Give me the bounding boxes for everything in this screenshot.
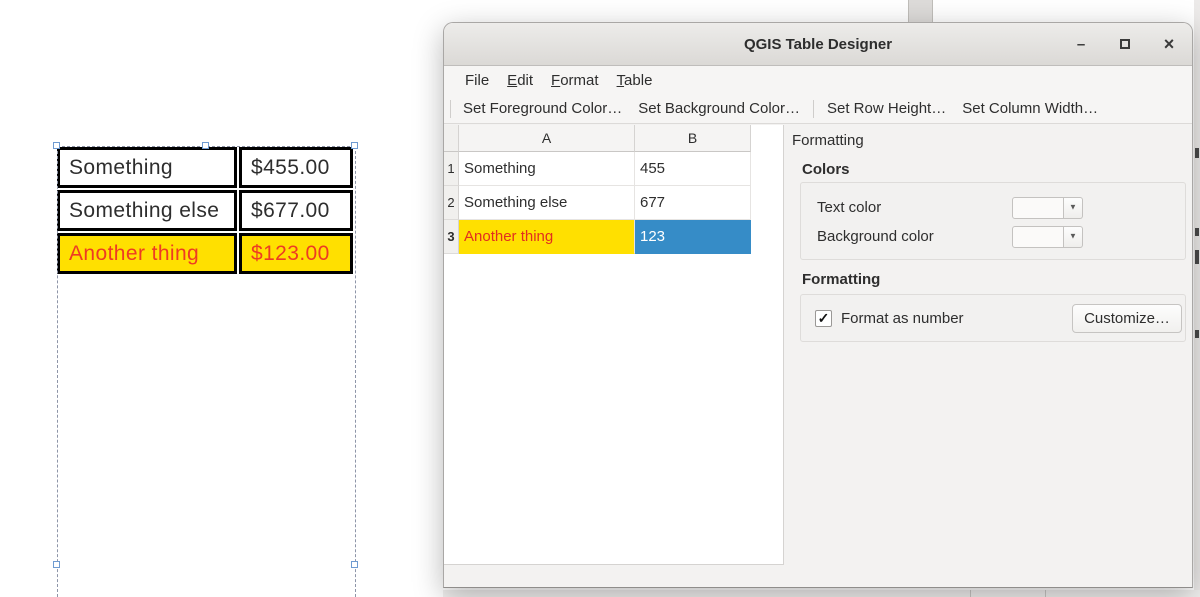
- table-cell: Another thing: [57, 233, 237, 274]
- row-header-3[interactable]: 3: [444, 220, 459, 254]
- chevron-down-icon: ▼: [1069, 203, 1077, 212]
- set-row-height-button[interactable]: Set Row Height…: [827, 100, 947, 117]
- table-cell: $123.00: [239, 233, 353, 274]
- layout-table-item[interactable]: Something $455.00 Something else $677.00…: [57, 147, 353, 276]
- menu-table[interactable]: Table: [616, 71, 653, 89]
- cell-a3[interactable]: Another thing: [459, 220, 635, 254]
- background-glyph-fragment: [1195, 148, 1199, 158]
- background-glyph-fragment: [1195, 250, 1199, 264]
- row-header-2[interactable]: 2: [444, 186, 459, 220]
- toolbar-grip: [450, 99, 451, 118]
- cell-b2[interactable]: 677: [635, 186, 751, 220]
- cell-b3-selected[interactable]: 123: [635, 220, 751, 254]
- format-as-number-checkbox[interactable]: ✓: [815, 309, 832, 327]
- column-header-a[interactable]: A: [459, 125, 635, 152]
- colors-group-box: Text color ▼ Background color: [800, 182, 1186, 260]
- text-color-button[interactable]: [1012, 196, 1064, 219]
- selection-handle-bottom-left[interactable]: [53, 561, 60, 568]
- selection-handle-top-middle[interactable]: [202, 142, 209, 149]
- background-scrollbar: [908, 0, 933, 22]
- minimize-icon: –: [1076, 35, 1086, 53]
- background-glyph-fragment: [1195, 228, 1199, 236]
- chevron-down-icon: ▼: [1069, 232, 1077, 241]
- selection-outline-left: [57, 146, 58, 597]
- spreadsheet-grid: A B 1 Something 455 2 Something else 677…: [444, 125, 784, 565]
- background-glyph-fragment: [1195, 330, 1199, 338]
- table-cell: Something: [57, 147, 237, 188]
- text-color-row: Text color ▼: [801, 193, 1185, 222]
- background-color-control: ▼: [1012, 225, 1083, 248]
- selection-outline-right: [355, 146, 356, 597]
- close-icon: ×: [1163, 33, 1175, 54]
- table-row: Something else $677.00: [57, 190, 353, 231]
- background-line: [970, 590, 971, 597]
- cell-b1[interactable]: 455: [635, 152, 751, 186]
- background-line: [1045, 590, 1046, 597]
- menu-bar: File Edit Format Table: [444, 66, 1192, 94]
- panel-title: Formatting: [792, 132, 864, 149]
- menu-file[interactable]: File: [465, 71, 490, 89]
- close-button[interactable]: ×: [1160, 33, 1178, 54]
- table-cell: $677.00: [239, 190, 353, 231]
- row-header-1[interactable]: 1: [444, 152, 459, 186]
- table-row: Another thing $123.00: [57, 233, 353, 274]
- set-background-color-button[interactable]: Set Background Color…: [638, 100, 800, 117]
- text-color-dropdown-button[interactable]: ▼: [1064, 196, 1083, 219]
- selection-handle-top-left[interactable]: [53, 142, 60, 149]
- background-color-row: Background color ▼: [801, 222, 1185, 251]
- text-color-control: ▼: [1012, 196, 1083, 219]
- grid-corner[interactable]: [444, 125, 459, 152]
- set-foreground-color-button[interactable]: Set Foreground Color…: [463, 100, 623, 117]
- background-window-bottom: [443, 590, 1200, 597]
- background-color-button[interactable]: [1012, 225, 1064, 248]
- toolbar: Set Foreground Color… Set Background Col…: [444, 94, 1192, 124]
- formatting-group-box: ✓ Format as number Customize…: [800, 294, 1186, 342]
- background-color-label: Background color: [817, 228, 934, 245]
- table-cell: Something else: [57, 190, 237, 231]
- table-row: Something $455.00: [57, 147, 353, 188]
- customize-button[interactable]: Customize…: [1072, 304, 1182, 333]
- minimize-button[interactable]: –: [1072, 35, 1090, 53]
- qgis-table-designer-window: QGIS Table Designer – × File Edit Format…: [443, 22, 1193, 588]
- selection-handle-bottom-right[interactable]: [351, 561, 358, 568]
- text-color-label: Text color: [817, 199, 882, 216]
- title-bar[interactable]: QGIS Table Designer – ×: [444, 23, 1192, 66]
- menu-format[interactable]: Format: [551, 71, 599, 89]
- maximize-icon: [1120, 39, 1130, 49]
- formatting-panel: Formatting Colors Text color ▼ Backgroun…: [784, 125, 1192, 565]
- checkmark-icon: ✓: [817, 309, 830, 326]
- formatting-group-title: Formatting: [802, 271, 881, 288]
- set-column-width-button[interactable]: Set Column Width…: [962, 100, 1099, 117]
- toolbar-separator: [813, 99, 814, 118]
- window-title: QGIS Table Designer: [743, 35, 893, 53]
- cell-a1[interactable]: Something: [459, 152, 635, 186]
- background-window-strip: [1194, 0, 1200, 597]
- maximize-button[interactable]: [1116, 35, 1134, 53]
- format-as-number-label: Format as number: [841, 309, 964, 327]
- column-header-b[interactable]: B: [635, 125, 751, 152]
- colors-group-title: Colors: [802, 161, 850, 178]
- selection-handle-top-right[interactable]: [351, 142, 358, 149]
- background-color-dropdown-button[interactable]: ▼: [1064, 225, 1083, 248]
- cell-a2[interactable]: Something else: [459, 186, 635, 220]
- menu-edit[interactable]: Edit: [507, 71, 534, 89]
- table-cell: $455.00: [239, 147, 353, 188]
